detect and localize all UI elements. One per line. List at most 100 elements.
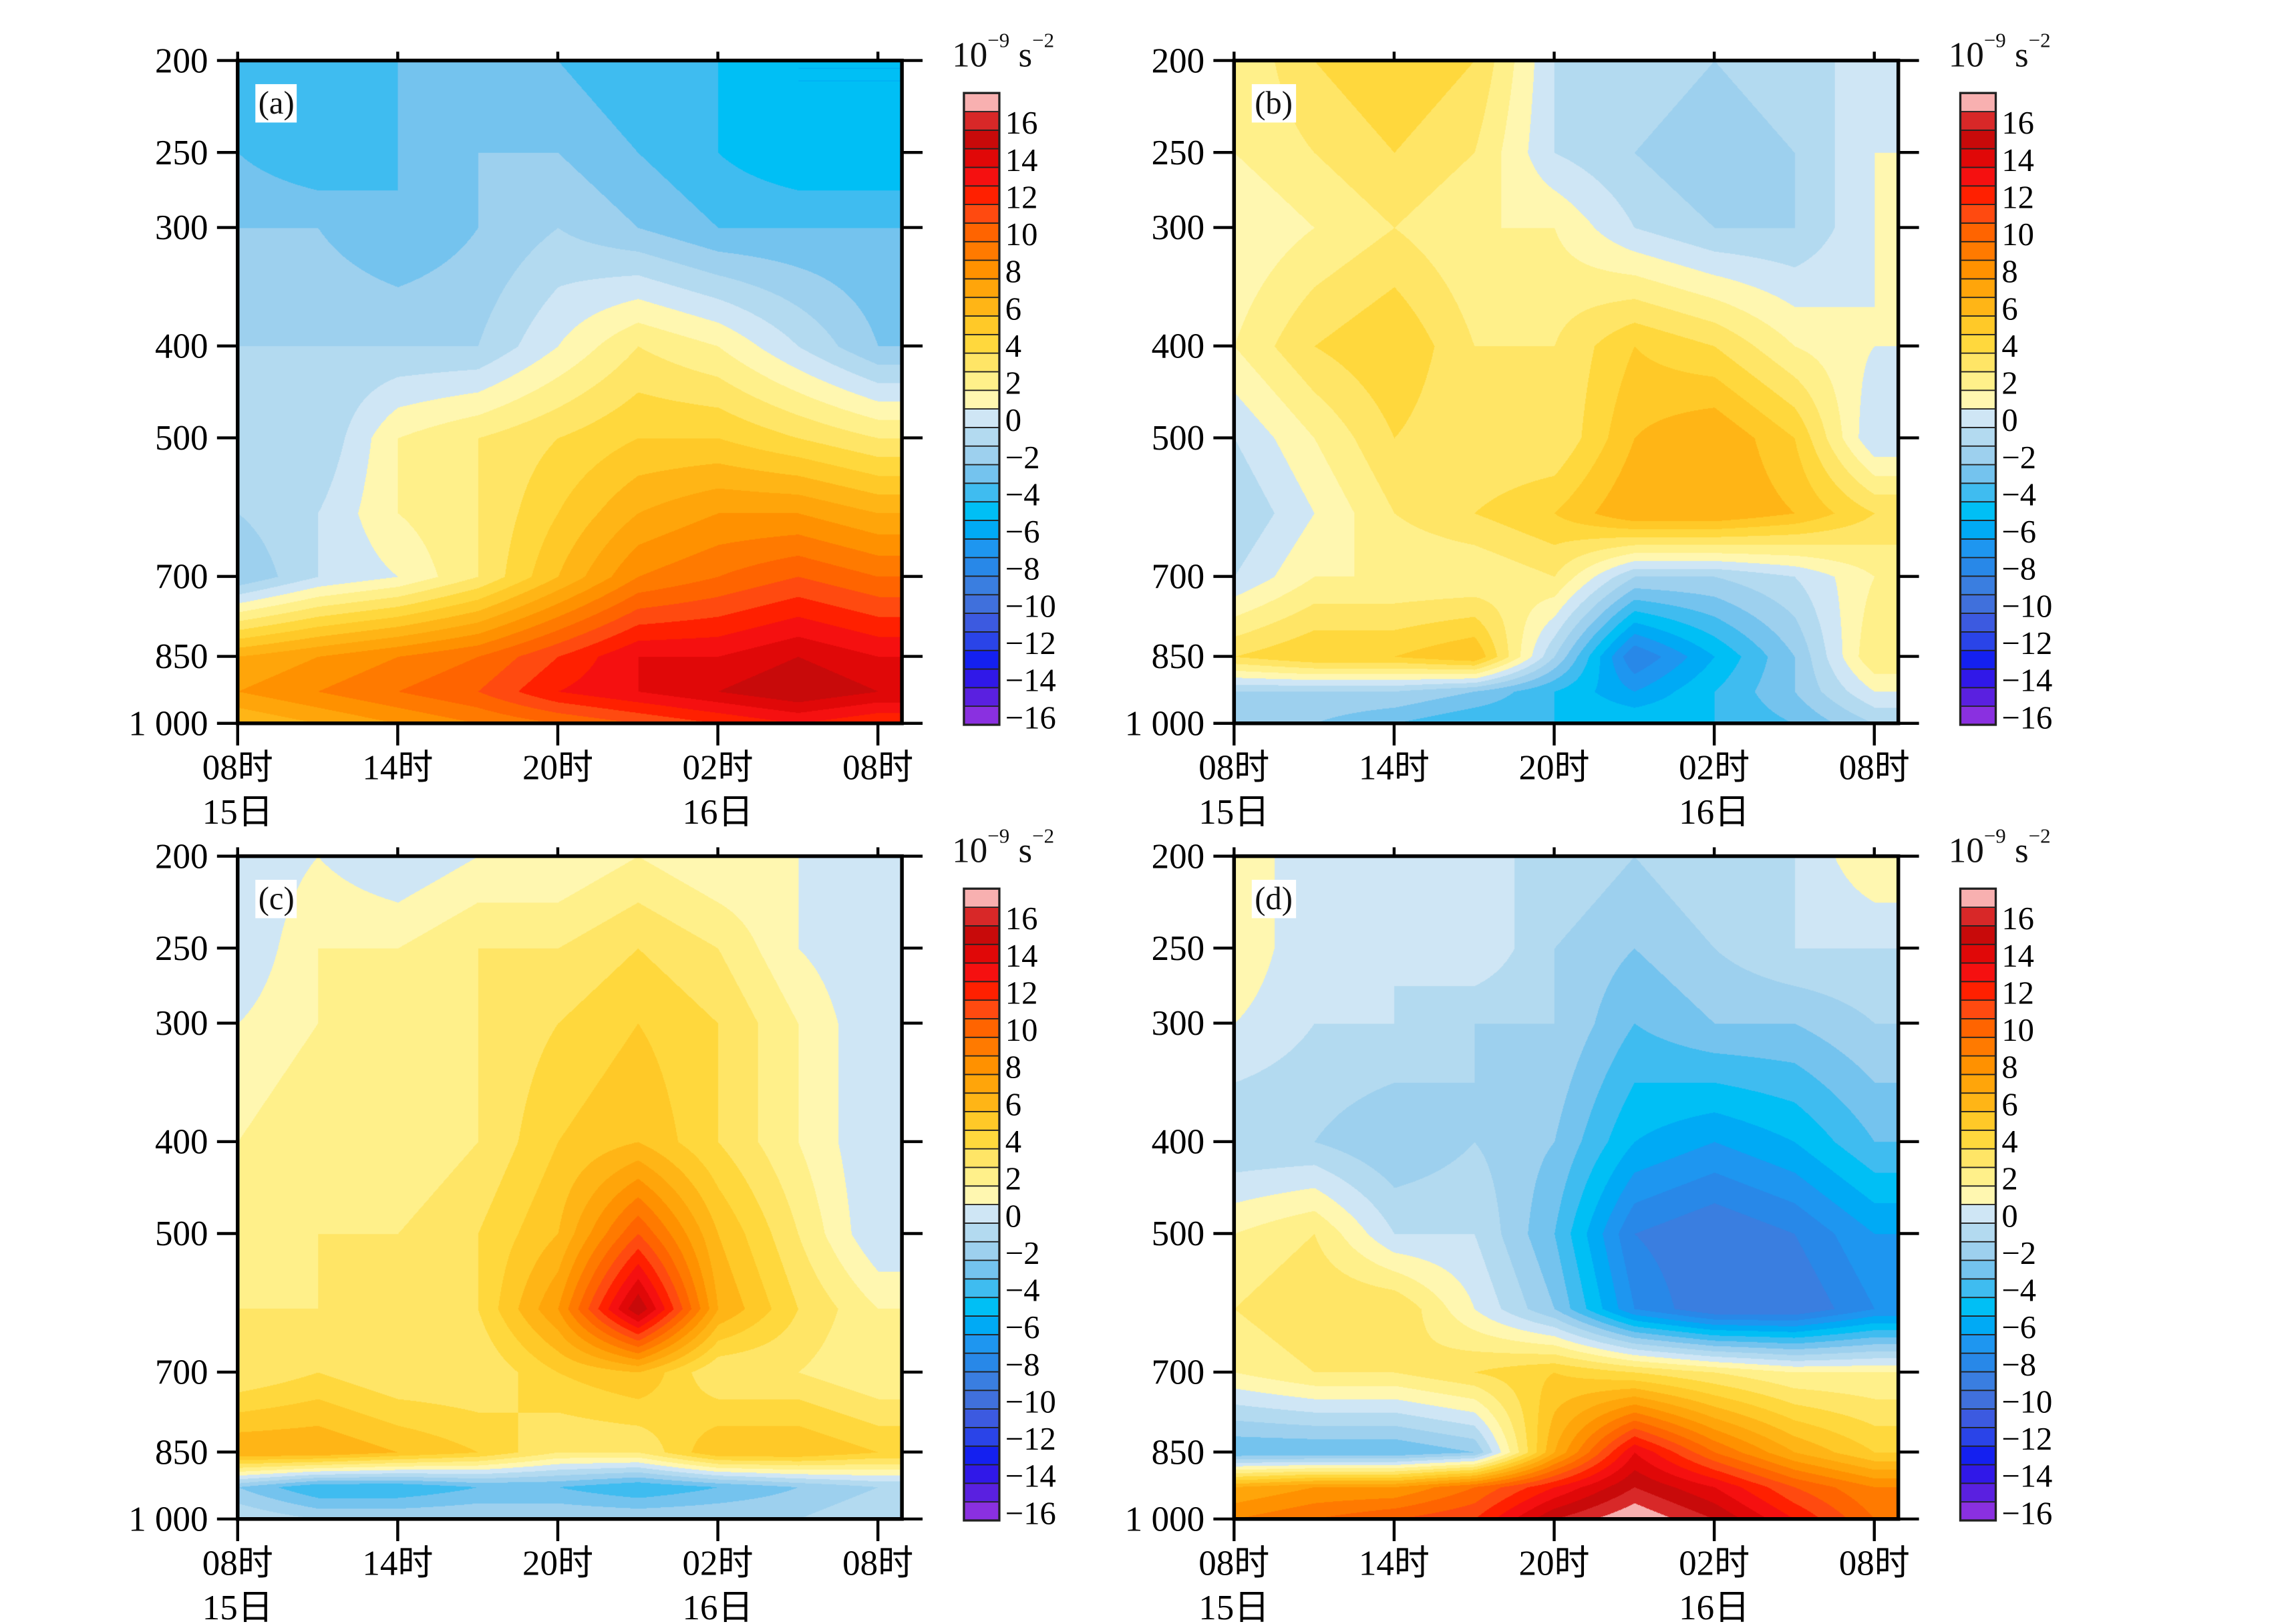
colorbar-label: −6	[1005, 514, 1040, 550]
colorbar-label: −8	[2001, 551, 2036, 587]
colorbar-box	[963, 1055, 1000, 1076]
x-tick-label: 14时	[362, 749, 433, 788]
colorbar-box	[963, 185, 1000, 205]
y-tick-label: 200	[155, 41, 208, 80]
colorbar-label: −2	[1005, 440, 1040, 476]
colorbar-box	[963, 888, 1000, 908]
colorbar-frame	[1959, 92, 1997, 726]
colorbar-box	[963, 1371, 1000, 1392]
colorbar-box	[963, 520, 1000, 540]
panel-label: (a)	[255, 84, 298, 123]
x-tick-label: 08时	[842, 1545, 913, 1583]
colorbar-box	[1959, 352, 1997, 373]
colorbar-box	[1959, 111, 1997, 131]
y-tick-label: 250	[1152, 929, 1205, 968]
colorbar-box	[1959, 1371, 1997, 1392]
colorbar-label: −14	[1005, 1458, 1056, 1494]
colorbar-box	[963, 1501, 1000, 1521]
colorbar-box	[1959, 1352, 1997, 1373]
colorbar-box	[963, 315, 1000, 335]
colorbar-label: 2	[2001, 1161, 2017, 1197]
colorbar-box	[963, 240, 1000, 261]
colorbar-box	[963, 1148, 1000, 1168]
colorbar-box	[963, 1482, 1000, 1503]
colorbar-box	[963, 1390, 1000, 1410]
colorbar-box	[1959, 1501, 1997, 1521]
panel-a: 200 250 300 400 500 700 850 1 000 08时 14时 20时 02时 08…	[90, 31, 1212, 832]
colorbar-label: 4	[2001, 1124, 2017, 1160]
colorbar-box	[963, 1464, 1000, 1484]
colorbar-box	[1959, 1408, 1997, 1428]
colorbar-box	[1959, 1223, 1997, 1243]
colorbar-box	[963, 333, 1000, 354]
colorbar-box	[1959, 1333, 1997, 1354]
x-tick-label: 20时	[522, 1545, 593, 1583]
colorbar-label: 10	[2001, 1012, 2034, 1048]
colorbar-label: 8	[2001, 1049, 2017, 1086]
colorbar-box	[1959, 888, 1997, 908]
colorbar-box	[963, 1241, 1000, 1261]
colorbar-label: 6	[1005, 1086, 1021, 1122]
y-tick-label: 400	[1152, 327, 1205, 366]
colorbar-label: 0	[2001, 402, 2017, 438]
colorbar-label: 12	[2001, 179, 2034, 215]
colorbar-box	[963, 1036, 1000, 1057]
colorbar-label: 6	[2001, 1086, 2017, 1122]
colorbar-box	[963, 1018, 1000, 1038]
unit-base: 10	[952, 37, 988, 75]
x-tick-label: 08时	[1839, 1545, 1910, 1583]
unit-exp: −9	[987, 826, 1010, 849]
colorbar-box	[963, 389, 1000, 410]
panel-label: (d)	[1251, 879, 1296, 919]
colorbar-label: 2	[1005, 1161, 1021, 1197]
colorbar-label: −10	[1005, 588, 1056, 624]
colorbar-label: −16	[1005, 1495, 1056, 1531]
colorbar-box	[963, 668, 1000, 689]
colorbar-box	[963, 464, 1000, 484]
colorbar-box	[1959, 297, 1997, 317]
colorbar-box	[1959, 240, 1997, 261]
colorbar-label: 2	[1005, 365, 1021, 401]
colorbar-box	[963, 204, 1000, 224]
unit-exp: −9	[1983, 826, 2006, 849]
colorbar-label: −2	[2001, 1235, 2036, 1271]
colorbar-box	[963, 705, 1000, 725]
colorbar-box	[963, 1074, 1000, 1094]
x-tick-label: 20时	[522, 749, 593, 788]
colorbar-label: −14	[1005, 663, 1056, 699]
date-label: 15日	[1198, 793, 1269, 832]
colorbar-box	[1959, 464, 1997, 484]
panel-d: 200 250 300 400 500 700 850 1 000 08时 14时 20时 02时 08…	[1086, 826, 2208, 1624]
colorbar-label: 6	[2001, 291, 2017, 327]
colorbar-box	[1959, 907, 1997, 927]
date-label: 16日	[683, 1589, 754, 1624]
colorbar-box	[963, 538, 1000, 558]
unit-symbol-exp: −2	[1032, 826, 1055, 849]
colorbar-box	[1959, 925, 1997, 945]
colorbar-box	[963, 166, 1000, 187]
colorbar-box	[1959, 613, 1997, 633]
colorbar-box	[1959, 668, 1997, 689]
unit-symbol: s	[1018, 37, 1033, 75]
y-tick-label: 700	[1152, 1353, 1205, 1392]
unit-base: 10	[1948, 832, 1984, 871]
colorbar-box	[1959, 1482, 1997, 1503]
colorbar-label: −10	[1005, 1384, 1056, 1420]
colorbar-box	[963, 111, 1000, 131]
colorbar-box	[963, 1092, 1000, 1112]
colorbar-box	[1959, 371, 1997, 391]
colorbar-label: −14	[2001, 1458, 2052, 1494]
colorbar-box	[963, 943, 1000, 964]
colorbar-box	[1959, 538, 1997, 558]
colorbar-box	[1959, 278, 1997, 299]
colorbar-box	[963, 575, 1000, 596]
x-tick-label: 08时	[1198, 1545, 1269, 1583]
date-label: 16日	[683, 793, 754, 832]
colorbar-box	[1959, 92, 1997, 112]
y-tick-label: 1 000	[1125, 1500, 1204, 1538]
colorbar-box	[963, 907, 1000, 927]
x-tick-label: 20时	[1518, 1545, 1589, 1583]
colorbar-label: −10	[2001, 588, 2052, 624]
